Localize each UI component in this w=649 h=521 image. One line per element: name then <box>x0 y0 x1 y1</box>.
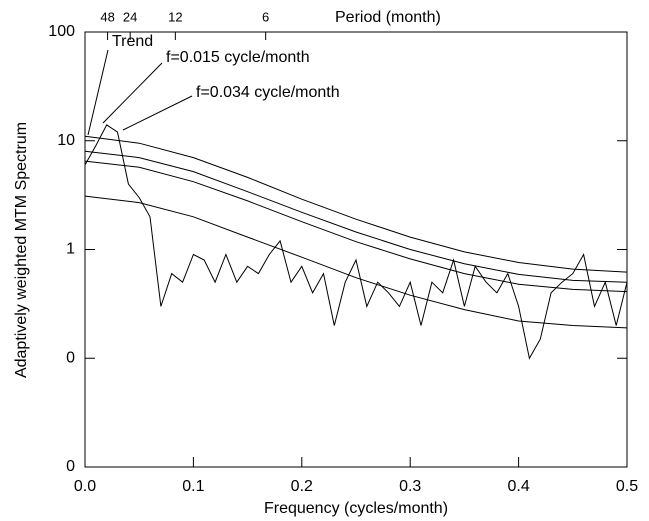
y-tick-label: 10 <box>57 132 75 149</box>
top-tick-label: 12 <box>168 9 182 24</box>
annotation: Trend <box>112 33 153 50</box>
y-tick-label: 1 <box>66 241 75 258</box>
x-tick-label: 0.0 <box>74 478 96 495</box>
top-tick-label: 48 <box>100 9 114 24</box>
spectrum-line <box>84 195 628 329</box>
top-tick-label: 24 <box>123 9 137 24</box>
top-tick-label: 6 <box>262 9 269 24</box>
x-tick-label: 0.4 <box>507 478 529 495</box>
x-tick-label: 0.1 <box>182 478 204 495</box>
spectrum-line <box>84 150 628 283</box>
x-tick-label: 0.5 <box>616 478 638 495</box>
plot-frame <box>84 31 628 468</box>
y-tick-label: 0 <box>66 349 75 366</box>
annotation: f=0.034 cycle/month <box>196 84 340 101</box>
annotation-pointer <box>87 49 109 136</box>
y-tick-label: 0 <box>66 458 75 475</box>
y-tick-label: 100 <box>48 23 75 40</box>
spectrum-line <box>84 124 628 360</box>
x-tick-label: 0.3 <box>399 478 421 495</box>
spectrum-line <box>84 160 628 293</box>
annotation: f=0.015 cycle/month <box>166 49 310 66</box>
annotation-pointer <box>122 95 193 131</box>
annotation-pointer <box>102 62 163 124</box>
top-axis-label: Period (month) <box>335 9 441 26</box>
x-axis-label: Frequency (cycles/month) <box>264 500 448 517</box>
spectrum-line <box>84 135 628 273</box>
x-tick-label: 0.2 <box>291 478 313 495</box>
y-axis-label: Adaptively weighted MTM Spectrum <box>13 122 30 378</box>
